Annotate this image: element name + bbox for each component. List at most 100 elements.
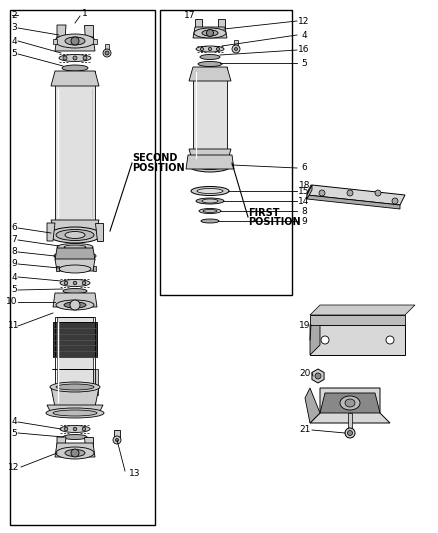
- Circle shape: [206, 29, 213, 36]
- Bar: [105, 44, 109, 50]
- Circle shape: [216, 47, 219, 51]
- Text: 1: 1: [82, 9, 88, 18]
- Circle shape: [319, 190, 325, 196]
- Bar: [55, 317, 95, 407]
- Polygon shape: [193, 67, 227, 163]
- Text: 5: 5: [301, 59, 307, 68]
- Polygon shape: [189, 67, 231, 81]
- Ellipse shape: [59, 265, 91, 273]
- Polygon shape: [47, 405, 103, 413]
- Text: 4: 4: [11, 36, 17, 45]
- Text: 5: 5: [11, 50, 17, 59]
- Ellipse shape: [57, 244, 93, 251]
- Ellipse shape: [64, 302, 86, 308]
- Ellipse shape: [60, 279, 90, 287]
- Ellipse shape: [56, 230, 94, 240]
- Text: 15: 15: [298, 187, 310, 196]
- Ellipse shape: [60, 425, 90, 432]
- Ellipse shape: [191, 187, 229, 196]
- Circle shape: [73, 281, 77, 285]
- Text: 7: 7: [11, 236, 17, 245]
- Text: 5: 5: [11, 429, 17, 438]
- Text: 5: 5: [11, 286, 17, 295]
- Circle shape: [82, 281, 86, 285]
- Circle shape: [234, 47, 237, 51]
- Circle shape: [82, 427, 86, 431]
- Text: 13: 13: [129, 469, 141, 478]
- Polygon shape: [84, 25, 93, 41]
- Text: 4: 4: [301, 30, 307, 39]
- Polygon shape: [51, 387, 99, 407]
- Polygon shape: [55, 71, 95, 235]
- Polygon shape: [307, 185, 405, 205]
- Polygon shape: [307, 185, 312, 199]
- Ellipse shape: [53, 410, 97, 416]
- Ellipse shape: [202, 30, 218, 36]
- Ellipse shape: [65, 231, 85, 238]
- Ellipse shape: [50, 382, 100, 392]
- Ellipse shape: [65, 449, 85, 456]
- Ellipse shape: [56, 447, 94, 459]
- Polygon shape: [55, 37, 95, 51]
- Circle shape: [103, 49, 111, 57]
- Polygon shape: [57, 25, 66, 41]
- Text: POSITION: POSITION: [132, 163, 185, 173]
- Circle shape: [63, 56, 67, 60]
- Polygon shape: [84, 437, 93, 447]
- Text: 10: 10: [6, 297, 18, 306]
- Circle shape: [105, 51, 109, 55]
- Text: 20: 20: [299, 368, 311, 377]
- Text: 14: 14: [298, 197, 310, 206]
- Bar: [234, 40, 238, 46]
- Polygon shape: [195, 19, 202, 31]
- Circle shape: [70, 300, 80, 310]
- Circle shape: [64, 427, 68, 431]
- Ellipse shape: [195, 160, 225, 169]
- Polygon shape: [52, 369, 98, 395]
- Bar: [10, 10, 155, 525]
- Polygon shape: [193, 27, 227, 38]
- Text: 9: 9: [11, 260, 17, 269]
- Polygon shape: [57, 437, 66, 447]
- Text: POSITION: POSITION: [248, 217, 300, 227]
- Circle shape: [386, 336, 394, 344]
- Ellipse shape: [54, 251, 96, 261]
- Ellipse shape: [56, 300, 94, 310]
- Circle shape: [375, 190, 381, 196]
- Circle shape: [347, 431, 353, 435]
- Polygon shape: [310, 325, 405, 355]
- Text: 12: 12: [298, 17, 310, 26]
- Polygon shape: [186, 155, 234, 169]
- Polygon shape: [51, 220, 99, 235]
- Ellipse shape: [49, 227, 101, 243]
- Polygon shape: [218, 19, 225, 31]
- Bar: [160, 10, 292, 295]
- Polygon shape: [189, 149, 231, 163]
- Circle shape: [113, 436, 121, 444]
- Text: 6: 6: [301, 164, 307, 173]
- Text: 8: 8: [11, 247, 17, 256]
- Bar: [93, 39, 97, 44]
- Ellipse shape: [65, 37, 85, 45]
- Ellipse shape: [345, 399, 355, 407]
- Circle shape: [116, 439, 119, 441]
- Ellipse shape: [202, 162, 218, 168]
- Polygon shape: [310, 315, 320, 355]
- Text: 4: 4: [11, 417, 17, 426]
- Circle shape: [232, 45, 240, 53]
- Text: 8: 8: [301, 206, 307, 215]
- Text: FIRST: FIRST: [248, 208, 279, 218]
- Text: 18: 18: [299, 181, 311, 190]
- Ellipse shape: [194, 28, 226, 38]
- Text: 12: 12: [8, 463, 20, 472]
- Circle shape: [64, 281, 68, 285]
- Circle shape: [347, 190, 353, 196]
- Ellipse shape: [200, 54, 220, 60]
- Ellipse shape: [203, 209, 217, 213]
- Polygon shape: [55, 259, 95, 271]
- Ellipse shape: [340, 396, 360, 410]
- Polygon shape: [57, 357, 93, 407]
- Ellipse shape: [197, 189, 223, 193]
- Circle shape: [208, 47, 212, 51]
- Ellipse shape: [55, 34, 95, 48]
